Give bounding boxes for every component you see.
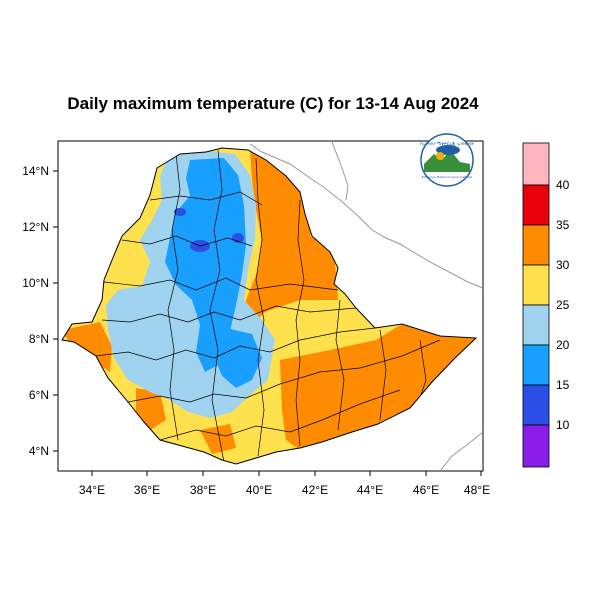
colorbar-bin-blue [522,344,550,386]
map-title: Daily maximum temperature (C) for 13-14 … [67,94,479,113]
x-tick-label: 38°E [190,483,216,497]
y-tick-label: 12°N [22,220,49,234]
x-axis-ticks [91,471,482,476]
y-tick-label: 8°N [29,332,49,346]
colorbar-label: 25 [556,298,570,312]
colorbar: 40 35 30 25 20 15 10 [522,142,570,468]
colorbar-bin-purple [522,424,550,468]
plot-frame [57,140,484,472]
logo-text-top: የኢትዮጵያ ሚቲዎሮሎጂ ኢንስቲትዩት [420,141,475,146]
y-tick-label: 14°N [22,164,49,178]
institute-logo: የኢትዮጵያ ሚቲዎሮሎጂ ኢንስቲትዩት Ethiopian Meteorol… [420,133,475,187]
x-tick-label: 42°E [302,483,328,497]
colorbar-bin-yellow [522,264,550,306]
colorbar-bin-lightblue [522,304,550,346]
colorbar-bin-red [522,184,550,226]
neighbor-borders [249,141,484,472]
y-axis-ticks [53,170,58,452]
x-tick-label: 44°E [357,483,383,497]
x-tick-label: 48°E [464,483,490,497]
admin-boundaries [95,149,441,463]
temperature-field [62,148,476,464]
ethiopia-outline [61,147,478,465]
colorbar-label: 40 [556,178,570,192]
colorbar-bin-pink [522,142,550,186]
colorbar-bin-darkblue [522,384,550,426]
colorbar-label: 10 [556,418,570,432]
x-axis-labels: 34°E 36°E 38°E 40°E 42°E 44°E 46°E 48°E [79,483,490,497]
colorbar-label: 15 [556,378,570,392]
y-tick-label: 6°N [29,388,49,402]
x-tick-label: 36°E [134,483,160,497]
logo-text-bottom: Ethiopian Meteorological Institute [422,175,473,179]
x-tick-label: 40°E [246,483,272,497]
y-axis-labels: 14°N 12°N 10°N 8°N 6°N 4°N [22,164,49,458]
colorbar-label: 35 [556,218,570,232]
y-tick-label: 10°N [22,276,49,290]
colorbar-label: 20 [556,338,570,352]
colorbar-label: 30 [556,258,570,272]
y-tick-label: 4°N [29,444,49,458]
x-tick-label: 34°E [79,483,105,497]
x-tick-label: 46°E [413,483,439,497]
colorbar-bin-orange [522,224,550,266]
